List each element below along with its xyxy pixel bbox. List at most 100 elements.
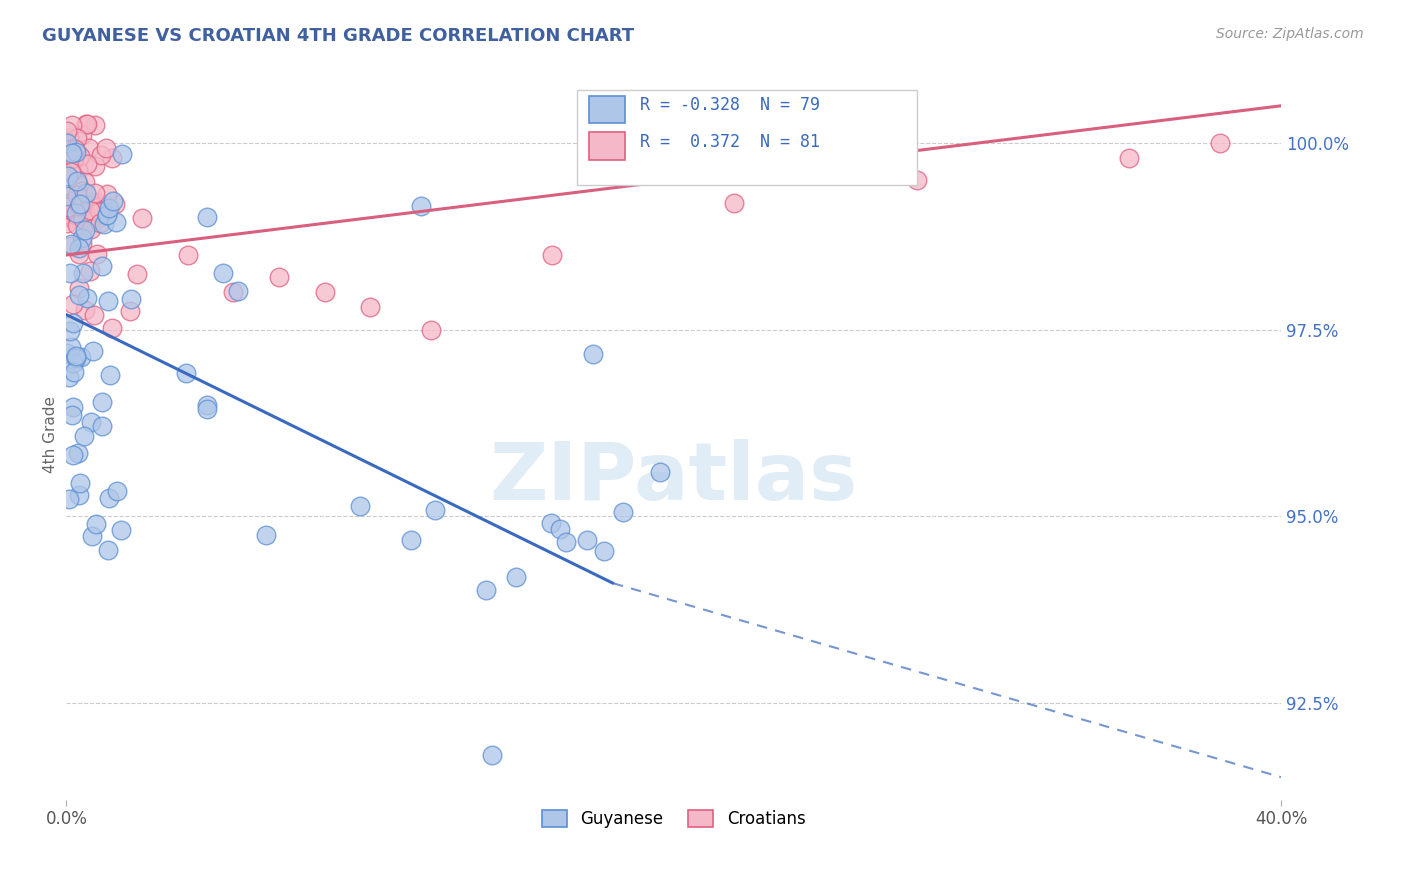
- Point: [55, 188, 77, 202]
- Point: [195, 211, 218, 225]
- Point: [120, 304, 142, 318]
- Point: [69, 475, 91, 490]
- Point: [612, 505, 634, 519]
- Text: R =  0.372  N = 81: R = 0.372 N = 81: [640, 133, 820, 151]
- Point: [474, 582, 496, 597]
- Point: [59, 324, 82, 338]
- Point: [60, 164, 83, 178]
- Point: [62, 194, 84, 209]
- Point: [90, 199, 112, 213]
- Point: [105, 483, 128, 498]
- Point: [98, 491, 121, 505]
- FancyBboxPatch shape: [576, 90, 917, 186]
- Point: [75, 117, 97, 131]
- Point: [58, 491, 80, 506]
- Point: [60, 187, 83, 202]
- Point: [79, 203, 101, 218]
- Point: [254, 528, 277, 542]
- Point: [82, 344, 104, 359]
- Point: [60, 238, 83, 252]
- Point: [83, 308, 105, 322]
- Point: [66, 446, 89, 460]
- Point: [70, 200, 93, 214]
- Point: [70, 184, 93, 198]
- Point: [98, 368, 121, 382]
- Point: [1118, 151, 1140, 165]
- Point: [101, 321, 124, 335]
- Point: [96, 186, 118, 201]
- Y-axis label: 4th Grade: 4th Grade: [44, 395, 58, 473]
- Point: [176, 366, 198, 380]
- Point: [56, 136, 79, 150]
- Point: [87, 205, 110, 219]
- Point: [87, 211, 110, 226]
- Point: [70, 236, 93, 251]
- Point: [63, 142, 86, 156]
- Point: [60, 202, 83, 217]
- Point: [409, 199, 432, 213]
- Point: [69, 197, 91, 211]
- Point: [69, 148, 91, 162]
- Point: [67, 288, 90, 302]
- Point: [60, 145, 83, 160]
- Point: [84, 159, 107, 173]
- Point: [195, 398, 218, 412]
- Point: [66, 131, 89, 145]
- Point: [96, 208, 118, 222]
- Point: [84, 194, 107, 209]
- Point: [89, 216, 111, 230]
- Text: R = -0.328  N = 79: R = -0.328 N = 79: [640, 96, 820, 114]
- Point: [554, 535, 576, 549]
- Point: [56, 169, 79, 183]
- Point: [58, 153, 80, 167]
- Point: [177, 248, 200, 262]
- Point: [60, 409, 83, 423]
- Point: [314, 285, 336, 300]
- Point: [79, 195, 101, 210]
- Point: [79, 264, 101, 278]
- Point: [67, 488, 90, 502]
- Point: [104, 196, 127, 211]
- Point: [67, 213, 90, 227]
- Point: [349, 499, 371, 513]
- Point: [76, 217, 98, 231]
- Point: [195, 402, 218, 417]
- Point: [76, 291, 98, 305]
- Point: [83, 186, 105, 201]
- Point: [131, 211, 153, 225]
- Point: [548, 522, 571, 536]
- Point: [84, 119, 107, 133]
- Point: [96, 208, 118, 222]
- Point: [423, 503, 446, 517]
- Point: [226, 284, 249, 298]
- Point: [59, 340, 82, 354]
- Point: [65, 350, 87, 364]
- Point: [62, 316, 84, 330]
- Point: [97, 543, 120, 558]
- Point: [62, 210, 84, 224]
- Point: [72, 266, 94, 280]
- Point: [399, 533, 422, 547]
- Text: ZIPatlas: ZIPatlas: [489, 439, 858, 516]
- Point: [120, 293, 142, 307]
- Text: Source: ZipAtlas.com: Source: ZipAtlas.com: [1216, 27, 1364, 41]
- Point: [82, 206, 104, 220]
- Point: [648, 465, 671, 479]
- Point: [69, 241, 91, 255]
- FancyBboxPatch shape: [589, 95, 626, 123]
- Point: [62, 401, 84, 415]
- Point: [80, 529, 103, 543]
- Point: [65, 351, 87, 365]
- Point: [66, 218, 89, 232]
- Point: [79, 222, 101, 236]
- Point: [58, 201, 80, 215]
- Point: [65, 174, 87, 188]
- Point: [222, 285, 245, 300]
- Point: [127, 268, 149, 282]
- Point: [66, 162, 89, 177]
- Point: [94, 140, 117, 154]
- Point: [96, 201, 118, 215]
- Point: [63, 151, 86, 165]
- Point: [110, 523, 132, 537]
- Point: [104, 215, 127, 229]
